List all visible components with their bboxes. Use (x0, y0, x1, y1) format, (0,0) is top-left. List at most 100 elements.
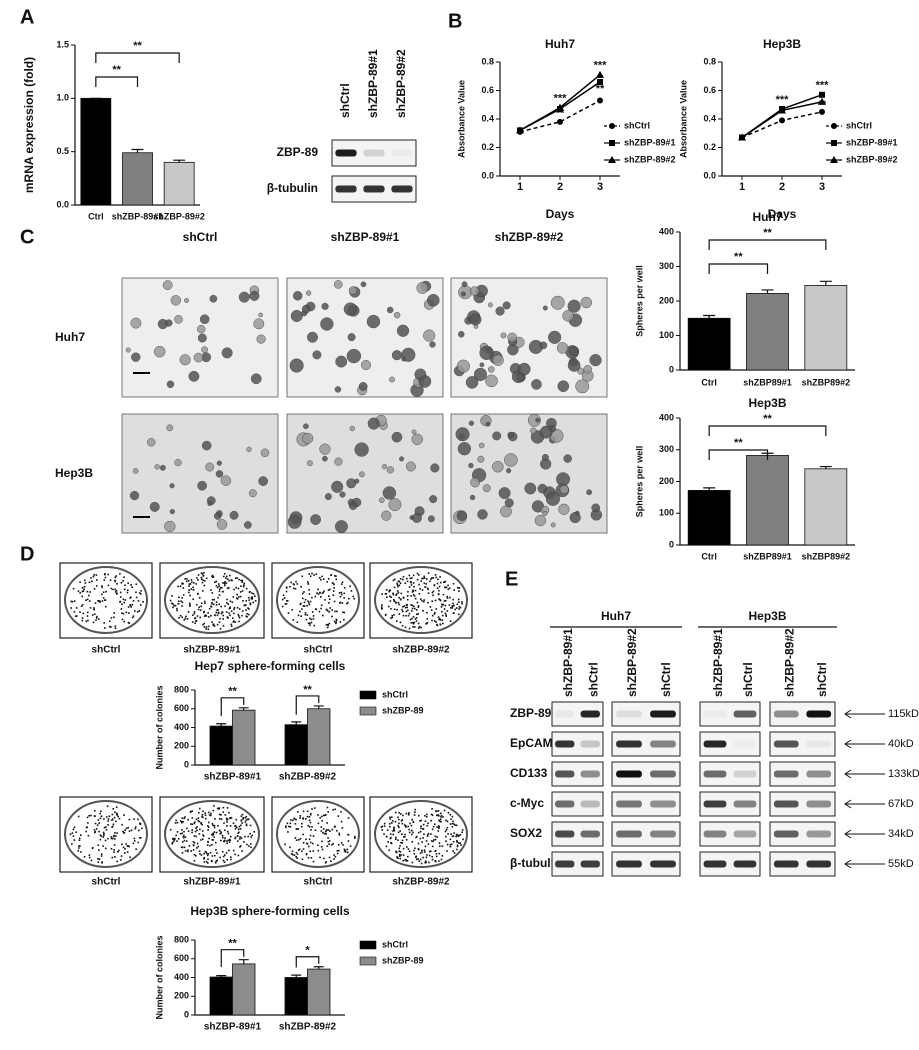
colony (198, 850, 201, 853)
colony (193, 841, 196, 844)
colony (408, 627, 411, 630)
colony (216, 859, 219, 862)
colony (90, 577, 92, 579)
colony (398, 826, 400, 829)
colony (127, 845, 129, 847)
colony (321, 848, 324, 851)
lane-label: shZBP-89#2 (625, 628, 639, 697)
cell-sphere (166, 424, 174, 432)
colony (322, 578, 325, 580)
colony (252, 601, 254, 604)
colony (292, 583, 295, 585)
colony (114, 588, 116, 591)
blot-band (806, 860, 832, 868)
colony (329, 607, 331, 609)
colony (201, 813, 204, 816)
colony (226, 818, 228, 821)
colony (309, 617, 311, 620)
colony (185, 615, 187, 618)
colony (282, 594, 285, 597)
colony (203, 580, 206, 582)
y-tick-label: 400 (659, 226, 674, 236)
colony (219, 832, 222, 835)
cell-sphere (575, 379, 590, 394)
colony (208, 607, 211, 610)
colony (423, 575, 426, 578)
colony (410, 595, 413, 597)
significance-bracket (708, 425, 827, 436)
colony (233, 608, 235, 611)
colony (102, 845, 104, 847)
colony (439, 820, 441, 823)
colony (354, 837, 356, 840)
colony (390, 822, 393, 824)
cell-sphere (331, 480, 344, 493)
cell-sphere (488, 366, 495, 373)
colony (420, 819, 422, 822)
cell-sphere (220, 475, 232, 486)
colony (420, 825, 422, 827)
cell-sphere (569, 512, 581, 524)
cell-sphere (292, 291, 303, 301)
cell-sphere (335, 355, 348, 368)
colony (181, 829, 183, 831)
cell-sphere (289, 358, 304, 373)
colony (112, 588, 114, 591)
cell-sphere (469, 494, 476, 501)
significance-label: ** (303, 684, 312, 696)
colony (183, 846, 186, 849)
colony (236, 598, 239, 600)
colony (181, 832, 184, 835)
colony (206, 854, 209, 857)
colony (443, 809, 446, 812)
colony (392, 592, 394, 595)
colony (413, 585, 415, 588)
significance-label: ** (228, 686, 237, 698)
colony (172, 838, 175, 840)
colony (323, 814, 325, 817)
colony (90, 814, 92, 817)
colony (238, 578, 240, 581)
colony (421, 577, 423, 580)
colony (85, 620, 88, 623)
colony (398, 853, 401, 856)
colony (454, 608, 457, 611)
colony (427, 843, 430, 845)
arrow (844, 799, 885, 809)
significance-bracket (708, 449, 769, 460)
colony (203, 852, 205, 855)
colony (310, 857, 313, 859)
colony (196, 826, 198, 828)
cell-sphere (221, 347, 233, 359)
colony (422, 823, 425, 826)
blot-band (733, 710, 757, 718)
bar (209, 976, 233, 1016)
colony (311, 596, 313, 599)
colony (93, 588, 96, 590)
cell-sphere (250, 373, 262, 385)
colony (125, 827, 128, 830)
colony (445, 819, 447, 822)
colony (254, 599, 257, 602)
colony (218, 807, 221, 809)
colony (93, 613, 96, 615)
arrow (844, 769, 885, 779)
cell-sphere (411, 433, 423, 445)
colony (248, 599, 251, 601)
colony (70, 607, 73, 609)
colony (407, 590, 409, 593)
colony (230, 625, 233, 628)
colony (226, 598, 228, 601)
colony (456, 834, 459, 836)
colony (112, 808, 115, 810)
colony (87, 822, 89, 824)
colony (193, 822, 196, 825)
colony (131, 586, 133, 589)
colony (437, 830, 440, 832)
colony (438, 860, 440, 862)
colony (210, 614, 212, 617)
colony (438, 852, 441, 855)
colony (112, 823, 115, 826)
colony (108, 815, 111, 818)
